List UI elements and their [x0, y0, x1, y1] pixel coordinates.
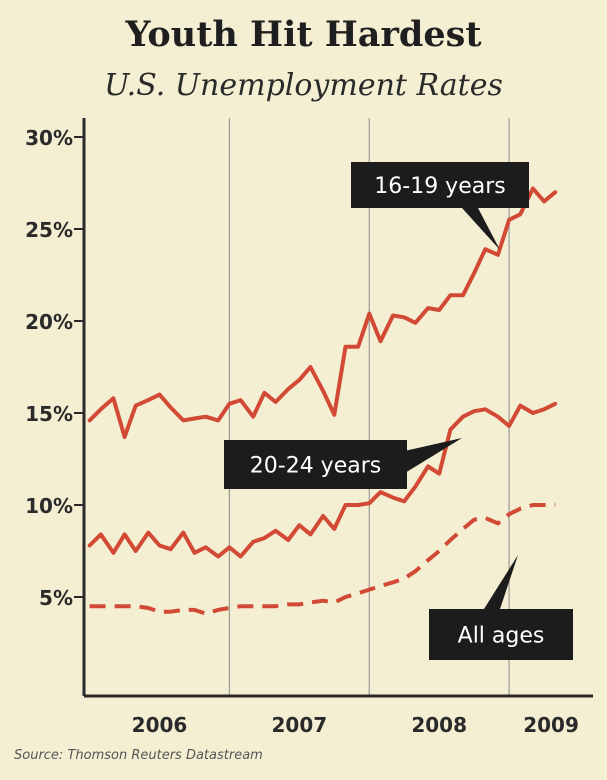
y-tick-label: 10%: [25, 494, 73, 518]
callout-pointer: [462, 208, 500, 250]
callout-pointer: [484, 555, 518, 609]
x-tick-label: 2007: [272, 713, 328, 737]
series-line-1: [87, 401, 558, 559]
callout-pointer: [400, 438, 462, 476]
callout-label: 16-19 years: [374, 174, 505, 199]
x-tick-label: 2006: [132, 713, 188, 737]
y-tick-label: 20%: [25, 310, 73, 334]
source-note: Source: Thomson Reuters Datastream: [14, 748, 263, 763]
series-line-2: [89, 503, 556, 616]
y-tick-label: 30%: [25, 126, 73, 150]
callout-box: [224, 440, 407, 489]
callout-label: All ages: [458, 624, 545, 649]
series-group: [87, 186, 558, 616]
callout-box: [351, 162, 529, 208]
x-tick-label: 2008: [411, 713, 467, 737]
callout-box: [429, 609, 573, 660]
chart-subtitle: U.S. Unemployment Rates: [104, 68, 503, 103]
chart-title: Youth Hit Hardest: [125, 14, 482, 55]
y-tick-label: 15%: [25, 402, 73, 426]
callouts: 16-19 years 20-24 years All ages: [224, 162, 573, 660]
y-tick-label: 25%: [25, 218, 73, 242]
series-line-0: [87, 186, 558, 439]
axes: 5% 10% 15% 20% 25% 30% 2006 2007 2008 2009: [25, 118, 593, 737]
callout-label: 20-24 years: [250, 454, 381, 479]
y-tick-label: 5%: [39, 586, 73, 610]
x-tick-label: 2009: [523, 713, 579, 737]
